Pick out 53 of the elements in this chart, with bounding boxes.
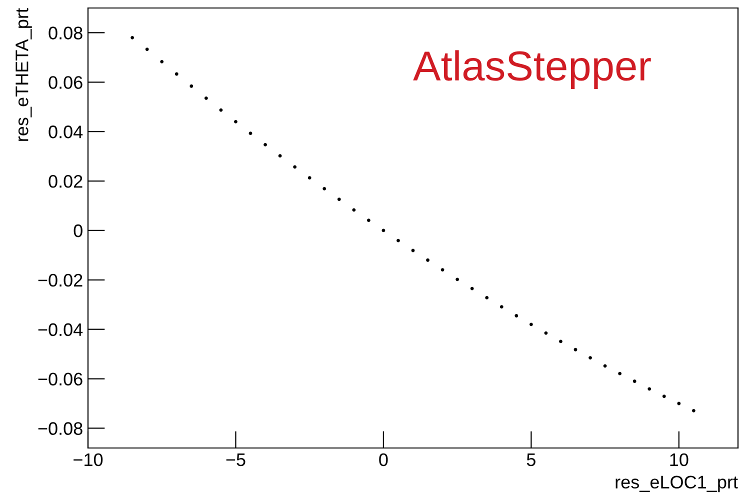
point	[396, 238, 400, 242]
x-tick-label: −10	[74, 453, 103, 466]
point	[632, 380, 636, 383]
point	[588, 356, 592, 360]
point	[544, 331, 548, 335]
point	[440, 268, 444, 272]
point	[219, 108, 223, 112]
point	[500, 305, 504, 309]
y-axis-title: res_eTHETA_prt	[16, 8, 32, 141]
point	[485, 296, 489, 300]
point	[529, 322, 533, 326]
point	[426, 258, 430, 262]
y-tick-label: −0.06	[38, 372, 82, 386]
y-tick-label: 0.06	[48, 76, 82, 89]
point	[130, 36, 134, 40]
x-tick-label: −5	[226, 454, 246, 466]
point	[264, 142, 267, 146]
point	[160, 60, 164, 64]
point	[470, 286, 474, 290]
point	[174, 72, 178, 76]
x-tick-label: 0	[379, 453, 388, 466]
point	[308, 176, 312, 180]
point	[248, 132, 252, 136]
point	[618, 372, 622, 376]
x-tick-label: 10	[670, 453, 688, 466]
point	[662, 394, 666, 398]
y-tick-label: −0.04	[38, 323, 83, 336]
point	[234, 120, 238, 124]
point	[278, 154, 282, 158]
point	[574, 348, 578, 352]
point	[603, 364, 607, 368]
y-tick-label: 0	[74, 224, 82, 238]
point	[366, 218, 370, 222]
point	[145, 48, 149, 51]
annotation: AtlasStepper	[413, 50, 651, 90]
x-tick-label: 5	[526, 454, 536, 466]
y-tick-label: 0.08	[48, 26, 82, 40]
y-tick-label: −0.08	[38, 422, 82, 435]
x-axis-title: res_eLOC1_prt	[616, 476, 738, 492]
point	[190, 84, 194, 88]
point	[293, 165, 297, 169]
point	[322, 186, 326, 190]
point	[204, 96, 208, 100]
y-tick-label: 0.04	[48, 126, 83, 138]
point	[559, 340, 562, 344]
point	[514, 314, 518, 318]
y-tick-label: 0.02	[48, 174, 82, 188]
y-tick-label: −0.02	[38, 274, 82, 287]
point	[692, 408, 696, 412]
point	[337, 198, 341, 202]
point	[648, 387, 652, 391]
point	[352, 208, 356, 212]
point	[456, 278, 460, 282]
